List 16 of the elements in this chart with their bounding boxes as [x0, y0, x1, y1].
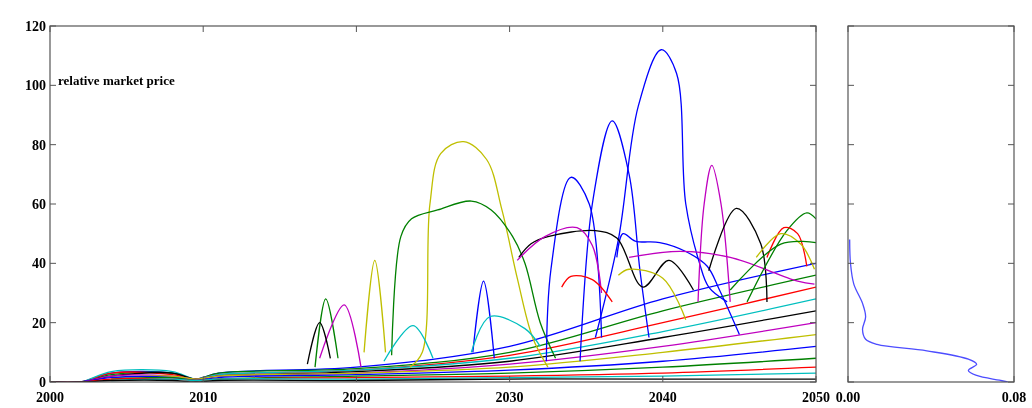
- y-tick-label: 120: [25, 18, 46, 34]
- y-tick-label: 60: [32, 196, 46, 212]
- x-tick-label: 2010: [189, 390, 218, 405]
- y-tick-label: 40: [32, 256, 46, 272]
- x-tick-label: 2020: [342, 390, 371, 405]
- x-tick-label: 2000: [36, 390, 64, 405]
- annotation: relative market price: [58, 73, 175, 89]
- y-tick-label: 20: [32, 315, 46, 331]
- x-tick-label: 0.00: [835, 390, 861, 405]
- y-tick-label: 100: [25, 78, 46, 94]
- x-tick-label: 0.08: [1001, 390, 1027, 405]
- x-tick-label: 2050: [802, 390, 830, 405]
- y-tick-label: 0: [39, 374, 46, 390]
- x-tick-label: 2030: [495, 390, 524, 405]
- y-tick-label: 80: [32, 137, 46, 153]
- x-tick-label: 2040: [648, 390, 677, 405]
